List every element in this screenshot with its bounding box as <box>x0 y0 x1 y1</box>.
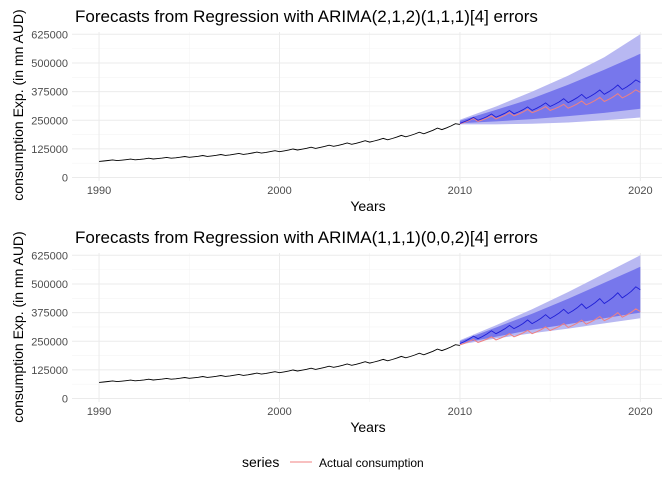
chart-title: Forecasts from Regression with ARIMA(1,1… <box>75 228 538 247</box>
legend-label-actual: Actual consumption <box>319 456 424 470</box>
y-axis-ticks: 0 125000 250000 375000 500000 625000 <box>31 29 68 184</box>
forecast-band-80 <box>459 53 641 124</box>
x-tick-label: 2010 <box>448 406 472 418</box>
y-tick-label: 625000 <box>31 29 68 41</box>
history-line <box>99 123 460 162</box>
y-axis-ticks: 0 125000 250000 375000 500000 625000 <box>31 250 68 405</box>
y-tick-label: 625000 <box>31 250 68 262</box>
forecast-bands <box>459 255 641 345</box>
y-axis-label: consumption Exp. (in mn AUD) <box>10 231 26 422</box>
x-tick-label: 2000 <box>267 406 291 418</box>
y-tick-label: 0 <box>62 173 68 185</box>
x-tick-label: 2020 <box>628 185 652 197</box>
forecast-chart-bottom: Forecasts from Regression with ARIMA(1,1… <box>10 228 662 435</box>
legend: series Actual consumption <box>242 454 424 470</box>
forecast-mean-line <box>459 79 641 124</box>
actual-consumption-line <box>459 89 641 125</box>
forecast-chart-top: Forecasts from Regression with ARIMA(2,1… <box>10 7 662 214</box>
y-tick-label: 375000 <box>31 87 68 99</box>
y-tick-label: 500000 <box>31 279 68 291</box>
grid <box>72 32 662 181</box>
y-tick-label: 125000 <box>31 144 68 156</box>
series-lines <box>99 79 641 162</box>
history-line <box>99 344 460 383</box>
forecast-band-95 <box>459 255 641 345</box>
x-tick-label: 1990 <box>87 185 111 197</box>
y-tick-label: 125000 <box>31 365 68 377</box>
forecast-bands <box>459 34 641 125</box>
y-tick-label: 250000 <box>31 115 68 127</box>
y-tick-label: 0 <box>62 394 68 406</box>
x-axis-label: Years <box>350 419 385 435</box>
forecast-mean-line <box>459 286 641 345</box>
x-axis-ticks: 1990 2000 2010 2020 <box>87 406 653 418</box>
forecast-band-80 <box>459 266 641 344</box>
x-tick-label: 2000 <box>267 185 291 197</box>
y-tick-label: 250000 <box>31 336 68 348</box>
x-tick-label: 2010 <box>448 185 472 197</box>
y-tick-label: 500000 <box>31 58 68 70</box>
x-tick-label: 1990 <box>87 406 111 418</box>
y-tick-label: 375000 <box>31 308 68 320</box>
x-tick-label: 2020 <box>628 406 652 418</box>
legend-title: series <box>242 454 279 470</box>
series-lines <box>99 286 641 383</box>
x-axis-ticks: 1990 2000 2010 2020 <box>87 185 653 197</box>
x-axis-label: Years <box>350 198 385 214</box>
y-axis-label: consumption Exp. (in mn AUD) <box>10 9 26 200</box>
chart-title: Forecasts from Regression with ARIMA(2,1… <box>75 7 538 26</box>
actual-consumption-line <box>459 308 641 346</box>
